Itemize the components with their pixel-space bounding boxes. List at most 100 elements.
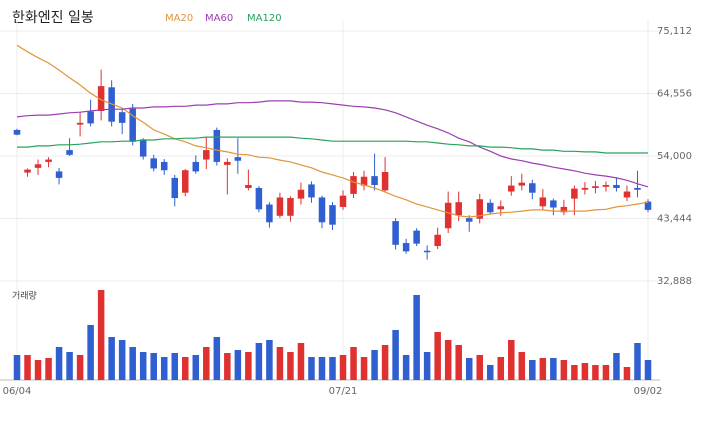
volume-bar [434, 332, 441, 380]
volume-bar [381, 345, 389, 380]
volume-bar [592, 365, 599, 380]
candle-body [287, 198, 294, 216]
volume-bar [623, 367, 631, 380]
x-tick-label: 07/21 [329, 386, 358, 397]
candle-body [318, 197, 326, 223]
volume-bar [413, 295, 420, 380]
candle-body [87, 111, 94, 124]
volume-bar [213, 337, 221, 380]
volume-bar [308, 357, 315, 380]
volume-bar [24, 355, 31, 380]
ma-line [17, 136, 648, 154]
volume-bar [66, 352, 73, 380]
candle-body [392, 221, 399, 245]
y-tick-label: 64,556 [657, 89, 692, 100]
candle-body [560, 206, 568, 213]
candle-body [266, 204, 273, 223]
volume-bar [465, 358, 473, 380]
candle-body [634, 187, 641, 190]
volume-bar [139, 352, 147, 380]
volume-bar [297, 343, 305, 380]
candle-body [308, 184, 315, 198]
candle-body [518, 182, 526, 186]
volume-bar [97, 290, 105, 380]
candle-body [592, 186, 599, 188]
volume-bar [34, 360, 42, 380]
candle-body [245, 185, 252, 188]
volume-bar [287, 352, 294, 380]
volume-bar [150, 353, 157, 380]
candle-body [508, 185, 515, 192]
volume-bar [392, 330, 399, 380]
volume-bar [571, 365, 578, 380]
volume-bar [423, 352, 431, 380]
candle-body [76, 122, 84, 125]
volume-bar [55, 347, 63, 380]
volume-bar [602, 365, 610, 380]
volume-bar [129, 347, 136, 380]
candle-body [171, 177, 179, 199]
volume-bar [160, 357, 168, 380]
candle-body [97, 86, 105, 112]
candle-body [644, 201, 652, 210]
volume-bar [350, 347, 357, 380]
candle-body [476, 199, 483, 219]
candle-body [118, 112, 126, 123]
candle-body [203, 150, 210, 160]
candle-body [497, 206, 505, 210]
candle-body [371, 176, 378, 186]
candle-body [55, 171, 63, 178]
legend-entry: MA60 [205, 13, 233, 24]
volume-bar [444, 340, 452, 380]
y-tick-label: 32,888 [657, 276, 692, 287]
volume-bar [486, 365, 494, 380]
y-tick-label: 75,112 [657, 26, 692, 37]
candle-body [350, 176, 357, 194]
volume-bar [182, 357, 189, 380]
volume-bar [518, 352, 526, 380]
candle-body [613, 185, 620, 188]
candle-body [339, 195, 347, 207]
volume-bar [255, 343, 263, 380]
candle-body [381, 171, 389, 191]
candle-body [360, 176, 368, 186]
volume-bar [371, 350, 378, 380]
volume-bar [108, 337, 115, 380]
volume-bar [87, 325, 94, 380]
candle-body [423, 250, 431, 253]
candle-body [529, 183, 536, 193]
candle-body [465, 218, 473, 222]
y-tick-label: 54,000 [657, 151, 692, 162]
candle-body [224, 161, 231, 165]
candle-body [434, 234, 441, 246]
candle-body [455, 202, 462, 216]
volume-bar [276, 347, 284, 380]
candle-body [34, 164, 42, 168]
candle-body [213, 129, 221, 162]
volume-bar [192, 355, 200, 380]
volume-bar [560, 360, 568, 380]
volume-bar [245, 352, 252, 380]
volume-bar [476, 355, 483, 380]
x-tick-label: 06/04 [3, 386, 32, 397]
candle-body [571, 188, 578, 199]
y-tick-label: 43,444 [657, 214, 692, 225]
legend-entry: MA20 [165, 13, 193, 24]
candle-body [602, 185, 610, 187]
volume-bar [266, 340, 273, 380]
candle-body [66, 150, 73, 155]
volume-bar [581, 363, 589, 380]
volume-bar [118, 340, 126, 380]
volume-bar [339, 355, 347, 380]
candle-body [623, 191, 631, 198]
volume-bar [644, 360, 652, 380]
volume-bar [318, 357, 326, 380]
volume-bar [203, 347, 210, 380]
candle-body [255, 187, 263, 210]
volume-bar [634, 343, 641, 380]
volume-bar [550, 358, 557, 380]
volume-bar [13, 355, 21, 380]
x-tick-label: 09/02 [634, 386, 663, 397]
candle-body [45, 159, 52, 162]
candle-body [192, 161, 200, 172]
